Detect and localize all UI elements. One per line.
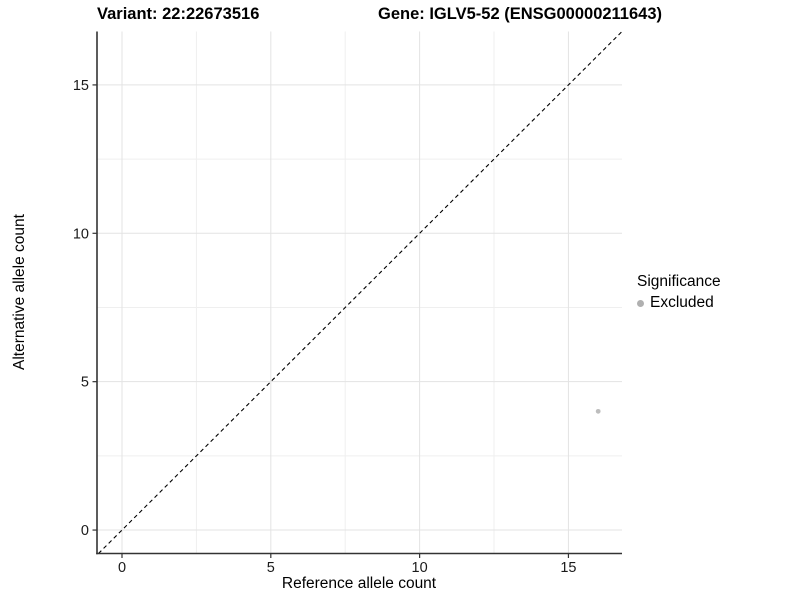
y-tick-label: 5	[81, 375, 89, 391]
variant-title: Variant: 22:22673516	[97, 5, 260, 23]
x-tick-label: 0	[118, 560, 126, 576]
x-tick-label: 15	[560, 560, 576, 576]
y-tick-label: 10	[73, 226, 89, 242]
y-tick-label: 0	[81, 523, 89, 539]
legend-item-excluded: Excluded	[637, 294, 721, 312]
x-axis-title: Reference allele count	[281, 575, 437, 592]
y-tick-label: 15	[73, 78, 89, 94]
legend-item-label: Excluded	[650, 294, 714, 311]
x-tick-label: 10	[412, 560, 428, 576]
gene-title: Gene: IGLV5-52 (ENSG00000211643)	[378, 5, 663, 23]
identity-reference-line	[98, 31, 623, 554]
y-axis-title: Alternative allele count	[11, 214, 28, 370]
legend-title: Significance	[637, 273, 721, 290]
x-tick-label: 5	[267, 560, 275, 576]
excluded-point-icon	[637, 299, 644, 307]
legend: Significance Excluded	[637, 273, 721, 312]
data-point	[595, 408, 601, 414]
